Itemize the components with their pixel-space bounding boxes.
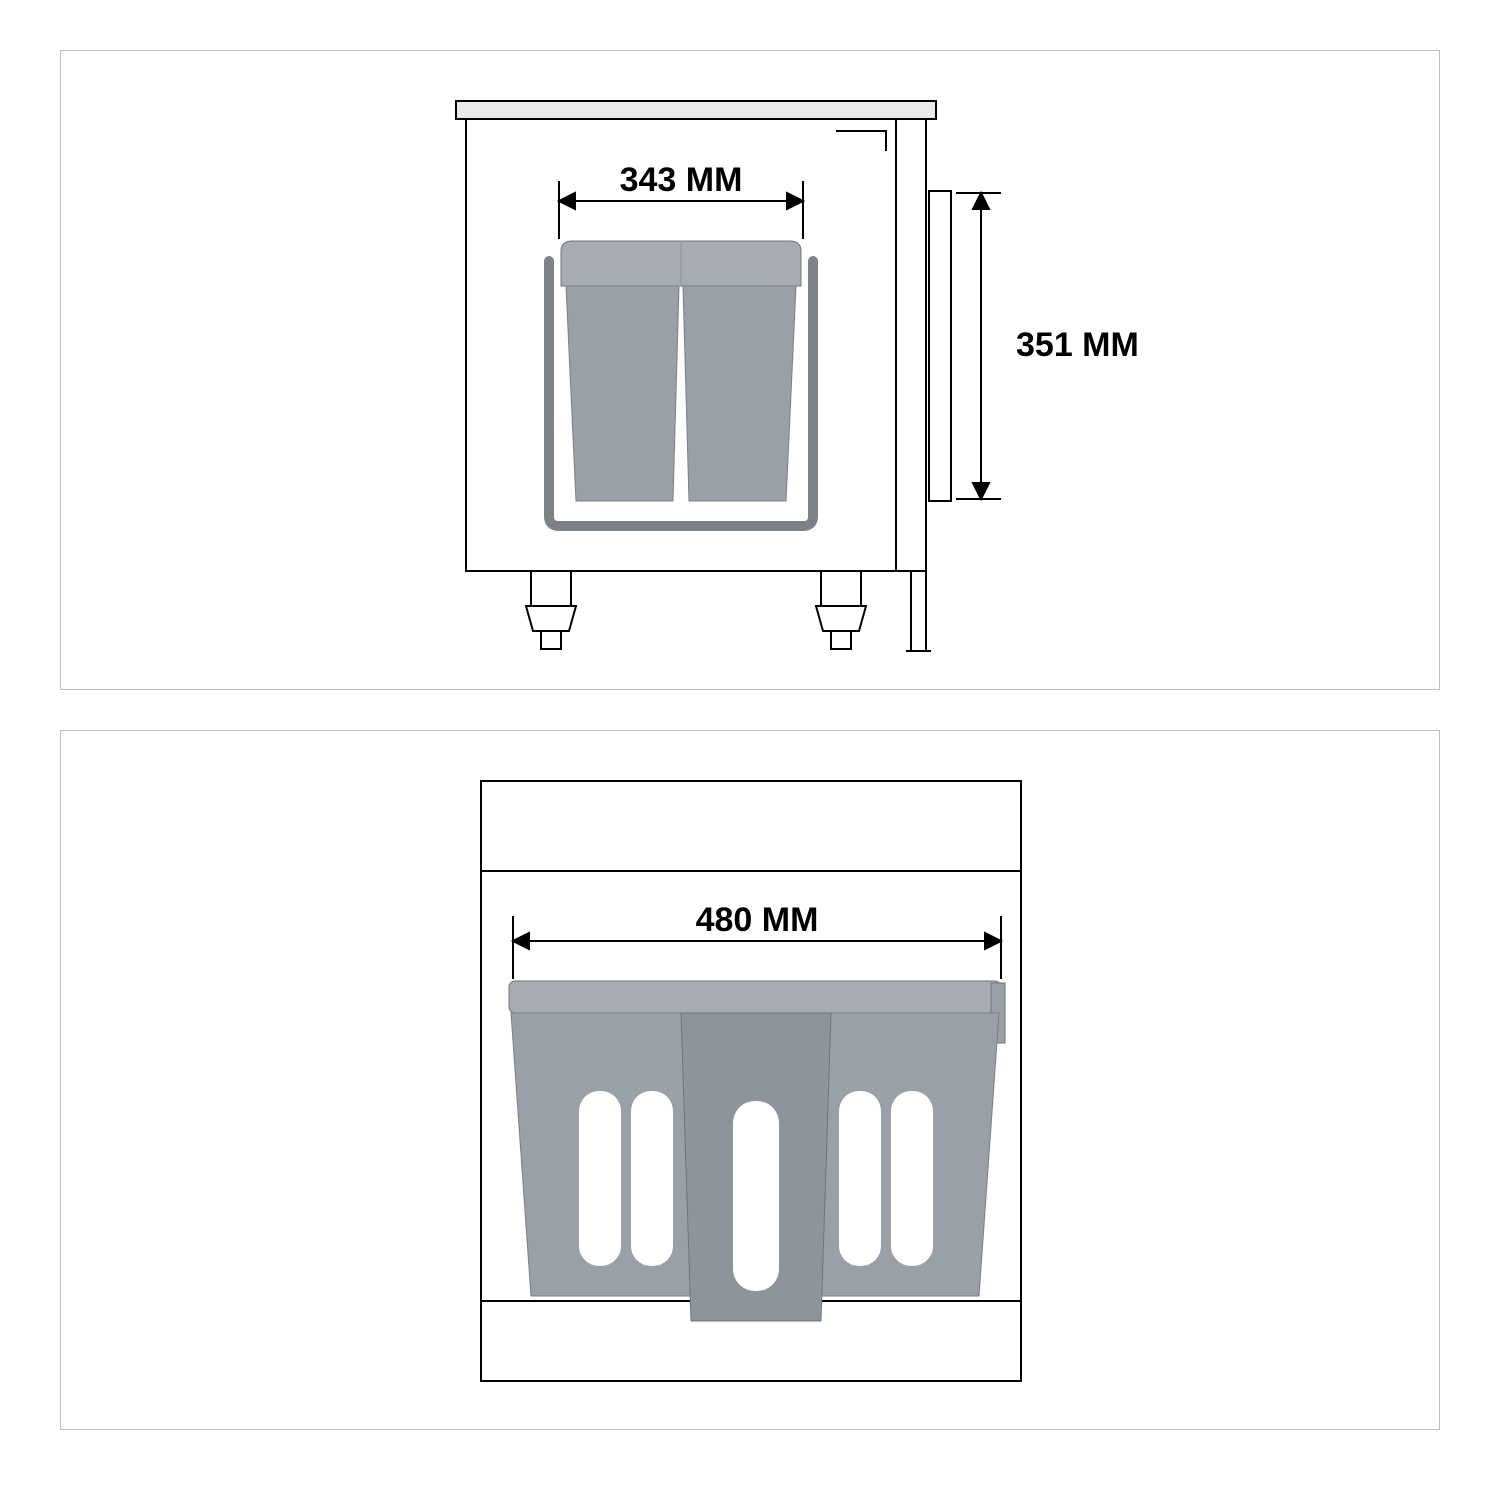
dimension-depth-label: 480 MM [696,901,819,939]
front-view-panel: 343 MM 351 MM [60,50,1440,690]
dimension-width-label: 343 MM [620,161,743,199]
dimension-height [956,193,1001,499]
front-view-svg: 343 MM 351 MM [61,51,1441,691]
page: 343 MM 351 MM [0,0,1500,1500]
side-view-svg: 480 MM [61,731,1441,1431]
side-view-panel: 480 MM [60,730,1440,1430]
handle-right [929,191,951,501]
dimension-height-label: 351 MM [1016,326,1139,364]
bin-side [509,981,1005,1321]
